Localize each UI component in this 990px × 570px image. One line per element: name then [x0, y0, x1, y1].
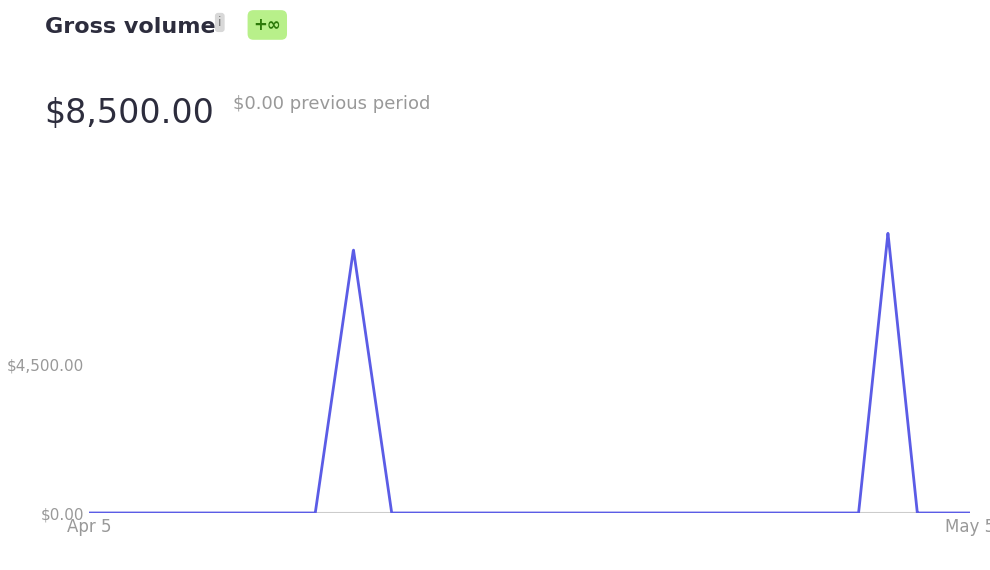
- Text: Gross volume: Gross volume: [45, 17, 215, 37]
- Text: +∞: +∞: [253, 16, 281, 34]
- Text: i: i: [218, 16, 222, 29]
- Text: $0.00 previous period: $0.00 previous period: [233, 95, 430, 113]
- Text: $8,500.00: $8,500.00: [45, 97, 215, 130]
